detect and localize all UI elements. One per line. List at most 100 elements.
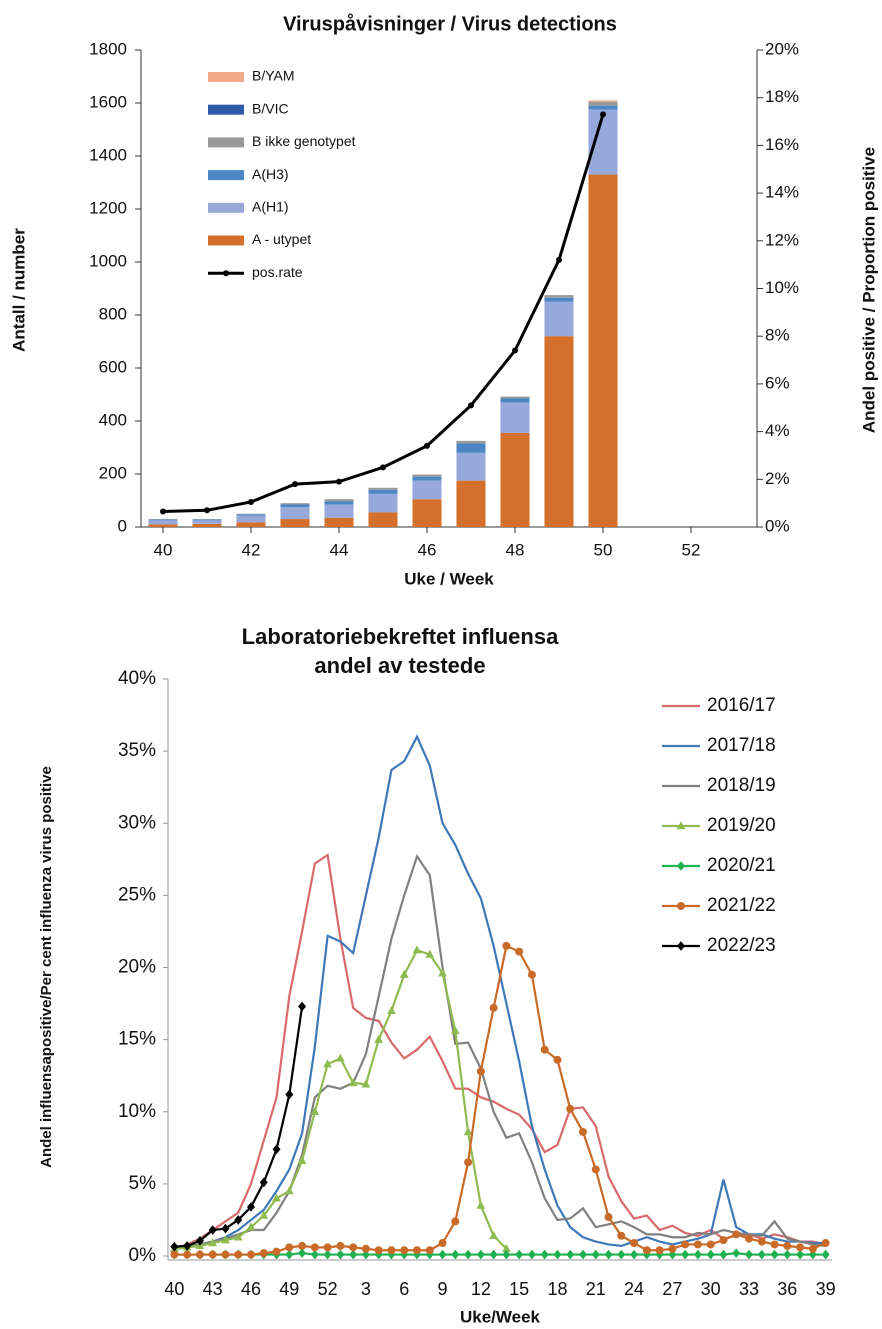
line-point	[438, 1239, 447, 1248]
legend-label: 2016/17	[707, 695, 776, 716]
y-tick-label: 1000	[89, 251, 127, 270]
x-tick-label: 50	[594, 540, 613, 559]
line-point	[604, 1213, 613, 1222]
y2-tick-label: 14%	[765, 183, 799, 202]
legend-label: B ikke genotypet	[252, 133, 356, 149]
x-tick-label: 30	[701, 1279, 721, 1299]
line-point	[642, 1246, 651, 1255]
bar-segment	[544, 297, 574, 302]
bar-segment	[192, 520, 222, 524]
line-point	[221, 1250, 230, 1259]
bar-segment	[280, 503, 310, 505]
y-tick-label: 20%	[118, 957, 156, 978]
line	[174, 944, 827, 1256]
line-point	[323, 1059, 333, 1068]
y-axis-label: Andel influensapositive/Per cent influen…	[38, 766, 55, 1168]
y-tick-label: 5%	[129, 1173, 157, 1194]
bar-segment	[236, 515, 266, 523]
x-tick-label: 9	[438, 1279, 448, 1299]
line-point	[745, 1234, 753, 1243]
line-point	[757, 1237, 766, 1246]
line-point	[336, 1241, 345, 1250]
line-point	[292, 481, 298, 488]
line-point	[579, 1127, 587, 1136]
legend-label: A(H3)	[252, 166, 289, 182]
legend-swatch	[208, 104, 244, 115]
line	[174, 1252, 826, 1256]
line-point	[221, 1223, 230, 1234]
x-tick-label: 44	[330, 540, 349, 559]
line-point	[630, 1239, 639, 1248]
y-tick-label: 25%	[118, 884, 156, 905]
x-tick-label: 21	[586, 1279, 606, 1299]
bar-segment	[148, 519, 178, 520]
line-point	[556, 256, 562, 263]
line-point	[464, 1158, 473, 1167]
x-axis-label: Uke / Week	[404, 569, 494, 588]
y-tick-label: 1600	[89, 92, 127, 111]
legend-marker	[677, 902, 685, 910]
line-point	[424, 442, 430, 449]
line-point	[259, 1210, 269, 1219]
bar-segment	[588, 101, 618, 106]
bar-segment	[324, 499, 354, 502]
bar-segment	[544, 295, 574, 298]
line-point	[259, 1249, 268, 1258]
line	[174, 948, 508, 1250]
legend-label: 2021/22	[707, 895, 776, 916]
x-axis-label: Uke/Week	[460, 1307, 541, 1326]
x-tick-label: 49	[279, 1279, 299, 1299]
legend-marker	[677, 861, 685, 871]
line-point	[732, 1230, 741, 1239]
line-point	[234, 1250, 243, 1259]
legend-label: A - utypet	[252, 231, 311, 247]
line-point	[259, 1177, 268, 1188]
line-point	[221, 1235, 230, 1244]
x-tick-label: 42	[242, 540, 261, 559]
line-point	[796, 1243, 805, 1252]
line-point	[579, 1249, 587, 1260]
line-point	[591, 1165, 600, 1174]
y2-tick-label: 18%	[765, 87, 799, 106]
line-point	[719, 1236, 728, 1245]
line-point	[348, 1078, 358, 1087]
bar-segment	[236, 514, 266, 516]
line-point	[246, 1222, 256, 1231]
bar-segment	[148, 524, 178, 527]
legend-swatch	[208, 235, 244, 246]
line-point	[248, 498, 254, 505]
x-tick-label: 40	[164, 1279, 184, 1299]
legend-swatch	[208, 202, 244, 213]
line-point	[272, 1247, 281, 1256]
y-tick-label: 600	[99, 357, 127, 376]
bar-segment	[368, 493, 398, 513]
line-point	[706, 1240, 715, 1249]
y-axis-label: Antall / number	[9, 228, 28, 352]
legend-label: 2019/20	[707, 815, 776, 836]
line-point	[298, 1241, 307, 1250]
bar-segment	[192, 523, 222, 527]
line-point	[374, 1246, 383, 1255]
line-point	[476, 1067, 485, 1076]
line-point	[693, 1240, 702, 1249]
legend-marker	[677, 941, 685, 951]
bar-segment	[280, 519, 310, 527]
bar-segment	[236, 513, 266, 515]
y2-axis-label: Andel positive / Proportion positive	[859, 147, 878, 433]
line-point	[183, 1250, 192, 1259]
line-point	[468, 402, 474, 409]
y-tick-label: 30%	[118, 812, 156, 833]
bar-segment	[324, 501, 354, 505]
line-point	[770, 1240, 779, 1249]
line-point	[361, 1244, 370, 1253]
line-point	[361, 1079, 371, 1088]
line-point	[732, 1248, 741, 1258]
line-point	[527, 1249, 536, 1260]
y-tick-label: 1800	[89, 39, 127, 58]
line-point	[821, 1249, 830, 1260]
bar-segment	[148, 519, 178, 521]
x-tick-label: 33	[739, 1279, 759, 1299]
line-point	[297, 1155, 307, 1164]
line-point	[489, 1249, 498, 1260]
